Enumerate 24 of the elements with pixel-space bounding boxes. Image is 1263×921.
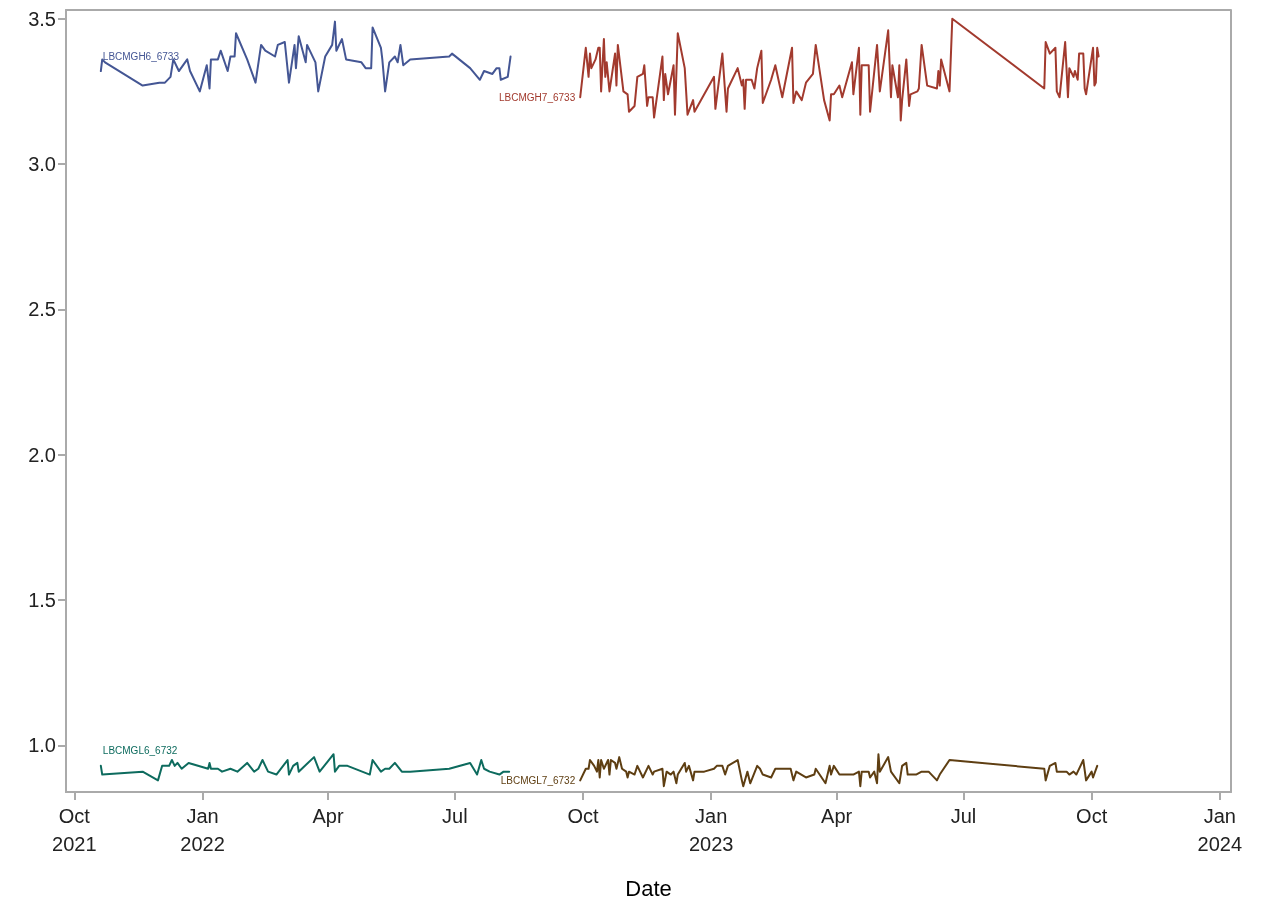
y-tick-label: 3.5 [28,7,56,30]
y-tick-label: 2.5 [28,298,56,321]
x-tick-label: Oct [1076,805,1108,827]
x-tick-label: Oct [567,805,599,827]
x-tick-label: Jan 2024 [1197,805,1243,855]
series-label: LBCMGL7_6732 [500,774,576,786]
x-axis-title: Date [625,875,672,901]
y-tick-label: 3.0 [28,153,56,176]
y-tick-label: 2.0 [28,443,56,466]
x-tick-label: Apr [312,805,344,827]
series-label: LBCMGL6_6732 [102,745,178,757]
x-tick-label: Jan 2022 [180,805,225,855]
x-tick-label: Apr [821,805,853,827]
x-tick-label: Jul [442,805,468,827]
x-tick-label: Oct 2021 [52,805,97,855]
x-tick-label: Jul [950,805,977,827]
line-series [579,753,1099,788]
series-label: LBCMGH6_6733 [102,50,180,62]
line-series [99,20,512,93]
y-tick-label: 1.5 [28,589,56,612]
y-tick-label: 1.0 [28,734,56,757]
series-label: LBCMGH7_6733 [499,91,576,103]
line-series [579,17,1100,122]
x-tick-label: Jan 2023 [688,805,734,855]
